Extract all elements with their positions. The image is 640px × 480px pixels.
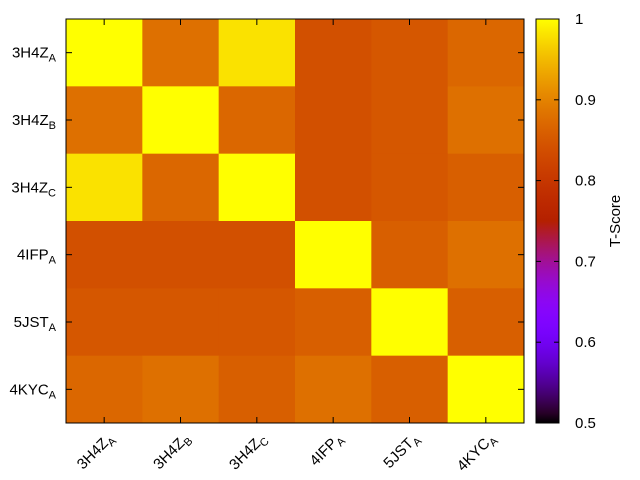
heatmap-cell bbox=[142, 355, 220, 424]
colorbar-ticks: 0.5 0.6 0.7 0.8 0.9 1 bbox=[536, 11, 596, 432]
heatmap-cell bbox=[218, 221, 296, 289]
colorbar bbox=[535, 18, 560, 424]
label-subscript: C bbox=[48, 187, 56, 199]
heatmap-cells bbox=[66, 19, 525, 424]
heatmap-cell bbox=[295, 221, 372, 289]
y-tick-label: 4KYCA bbox=[9, 381, 56, 401]
heatmap-cell bbox=[66, 153, 143, 222]
colorbar-label: T-Score bbox=[607, 195, 624, 248]
heatmap-cell bbox=[371, 153, 449, 222]
heatmap-cell bbox=[447, 221, 525, 289]
heatmap-cell bbox=[66, 86, 143, 155]
heatmap-cell bbox=[371, 288, 449, 357]
heatmap-cell bbox=[371, 19, 449, 87]
y-tick-label: 3H4ZC bbox=[11, 179, 56, 199]
heatmap-cell bbox=[447, 288, 525, 357]
heatmap-cell bbox=[66, 19, 143, 87]
y-tick-label: 4IFPA bbox=[17, 247, 57, 267]
heatmap-cell bbox=[142, 86, 220, 155]
label-base: 5JST bbox=[14, 314, 49, 331]
label-subscript: A bbox=[49, 255, 57, 267]
colorbar-tick-label: 0.7 bbox=[575, 253, 596, 270]
x-tick-label: 4IFPA bbox=[306, 429, 348, 471]
colorbar-tick-label: 0.5 bbox=[575, 415, 596, 432]
heatmap-cell bbox=[142, 153, 220, 222]
heatmap-cell bbox=[295, 153, 372, 222]
colorbar-tick-label: 0.9 bbox=[575, 92, 596, 109]
label-subscript: A bbox=[49, 322, 57, 334]
heatmap-cell bbox=[218, 86, 296, 155]
heatmap-cell bbox=[447, 19, 525, 87]
label-base: 3H4Z bbox=[12, 45, 49, 62]
colorbar-tick-label: 0.8 bbox=[575, 173, 596, 190]
heatmap-cell bbox=[295, 19, 372, 87]
y-tick-label: 5JSTA bbox=[14, 314, 57, 334]
heatmap-cell bbox=[371, 221, 449, 289]
y-tick-label: 3H4ZB bbox=[12, 112, 56, 132]
heatmap-cell bbox=[295, 86, 372, 155]
y-tick-label: 3H4ZA bbox=[12, 45, 57, 65]
label-subscript: A bbox=[49, 53, 57, 65]
heatmap-cell bbox=[447, 355, 525, 424]
label-base: 3H4Z bbox=[11, 179, 48, 196]
heatmap-cell bbox=[142, 221, 220, 289]
heatmap-cell bbox=[295, 288, 372, 357]
heatmap-cell bbox=[218, 355, 296, 424]
heatmap-cell bbox=[142, 288, 220, 357]
label-base: 4IFP bbox=[17, 247, 49, 264]
heatmap-cell bbox=[66, 355, 143, 424]
heatmap-cell bbox=[371, 86, 449, 155]
x-tick-label: 5JSTA bbox=[380, 429, 425, 474]
heatmap-cell bbox=[218, 288, 296, 357]
x-tick-label: 3H4ZA bbox=[74, 429, 120, 475]
label-base: 3H4Z bbox=[12, 112, 49, 129]
heatmap-cell bbox=[447, 86, 525, 155]
plot-frame bbox=[65, 18, 525, 424]
colorbar-tick-label: 0.6 bbox=[575, 334, 596, 351]
heatmap-cell bbox=[295, 355, 372, 424]
label-subscript: B bbox=[49, 120, 56, 132]
x-tick-label: 3H4ZC bbox=[226, 430, 272, 476]
heatmap-cell bbox=[447, 153, 525, 222]
heatmap-cell bbox=[371, 355, 449, 424]
label-base: 4KYC bbox=[9, 381, 48, 398]
heatmap-cell bbox=[66, 288, 143, 357]
heatmap-cell bbox=[142, 19, 220, 87]
label-subscript: A bbox=[49, 389, 57, 401]
heatmap-cell bbox=[218, 153, 296, 222]
x-tick-label: 4KYCA bbox=[454, 429, 502, 477]
heatmap-cell bbox=[66, 221, 143, 289]
x-tick-label: 3H4ZB bbox=[150, 430, 195, 475]
x-tick-labels: 3H4ZA 3H4ZB 3H4ZC 4IFPA 5JSTA 4KYCA bbox=[74, 429, 502, 477]
heatmap-cell bbox=[218, 19, 296, 87]
colorbar-tick-label: 1 bbox=[575, 11, 583, 28]
